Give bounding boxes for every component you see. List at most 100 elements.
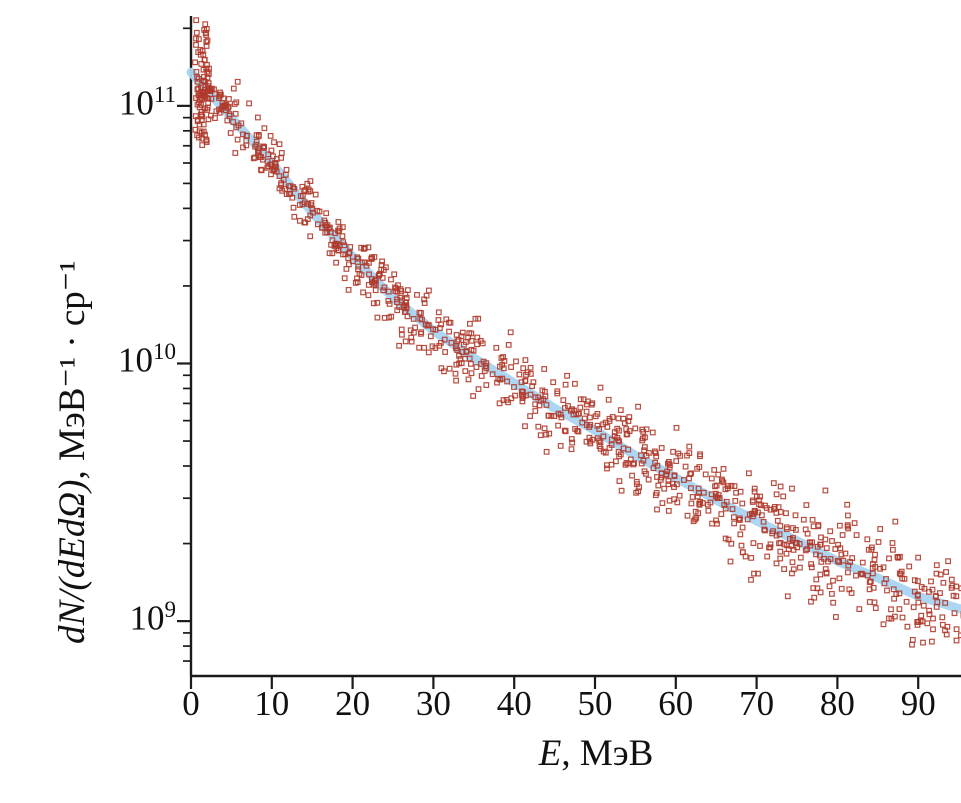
data-point (197, 92, 204, 99)
data-point (246, 100, 253, 107)
data-point (312, 191, 319, 198)
data-point (758, 512, 765, 519)
data-point (356, 270, 363, 277)
data-point (692, 516, 698, 523)
data-point (842, 550, 849, 557)
data-point (388, 276, 394, 283)
data-point (896, 606, 903, 612)
data-point (358, 244, 365, 251)
data-point (673, 481, 680, 488)
data-point (195, 85, 202, 92)
data-point (896, 570, 903, 577)
data-point (915, 599, 922, 606)
data-point (355, 255, 362, 262)
data-point (796, 540, 803, 547)
data-point (276, 141, 283, 148)
data-point (321, 217, 328, 224)
data-point (585, 398, 591, 405)
data-point (844, 512, 851, 519)
data-point (849, 555, 856, 561)
data-point (731, 520, 737, 527)
data-point (940, 579, 947, 586)
data-point (332, 230, 339, 237)
data-point (447, 319, 454, 326)
data-point (871, 557, 878, 563)
data-point (522, 357, 529, 363)
data-point (418, 310, 424, 316)
data-point (339, 224, 346, 231)
data-point (713, 517, 719, 524)
data-point (603, 462, 610, 469)
data-point (496, 400, 503, 407)
data-point (773, 532, 780, 539)
data-point (194, 132, 201, 139)
data-point (654, 506, 660, 513)
data-point (918, 612, 925, 619)
data-point (196, 36, 202, 42)
data-point (814, 585, 821, 592)
data-point (199, 96, 206, 103)
data-point (201, 73, 207, 80)
data-point (773, 560, 780, 567)
data-point (403, 294, 410, 301)
data-point (280, 176, 287, 183)
data-point (562, 428, 569, 435)
data-point (836, 575, 843, 582)
data-point (336, 225, 343, 232)
data-point (926, 607, 932, 614)
data-point (343, 266, 350, 272)
data-point (781, 566, 787, 572)
data-point (835, 541, 841, 548)
data-point (631, 460, 637, 467)
data-point (194, 78, 201, 85)
data-point (408, 334, 415, 341)
data-point (391, 271, 398, 278)
data-point (268, 147, 275, 154)
data-point (687, 471, 693, 477)
data-point (377, 270, 383, 277)
x-axis-title: E, МэВ (191, 732, 961, 775)
data-point (453, 377, 459, 384)
data-point (483, 382, 490, 388)
data-point (243, 132, 250, 139)
data-point (347, 244, 354, 250)
data-point (643, 452, 650, 459)
data-point (792, 512, 799, 519)
data-point (475, 386, 482, 392)
data-point (500, 354, 506, 360)
data-point (282, 186, 289, 192)
data-point (899, 614, 906, 621)
data-point (818, 534, 824, 541)
data-point (756, 501, 762, 508)
data-point (817, 589, 824, 596)
data-point (380, 287, 387, 294)
data-point (198, 111, 205, 118)
data-point (583, 408, 590, 415)
data-point (550, 379, 557, 386)
data-point (260, 156, 266, 163)
data-point (537, 432, 544, 439)
data-point (891, 613, 898, 620)
data-point (352, 280, 359, 286)
data-point (193, 35, 199, 42)
data-point (410, 316, 417, 322)
data-point (250, 155, 257, 162)
data-point (655, 482, 662, 489)
data-point (538, 397, 544, 404)
data-point (615, 437, 622, 444)
data-point (792, 540, 799, 546)
data-point (620, 445, 627, 452)
data-point (273, 168, 280, 175)
data-point (642, 434, 648, 441)
data-point (828, 590, 835, 597)
data-point (606, 418, 613, 424)
data-point (914, 578, 921, 585)
data-point (739, 549, 746, 556)
data-point (588, 401, 595, 408)
data-point (500, 397, 507, 403)
data-point (713, 482, 720, 489)
data-point (204, 107, 211, 113)
data-point (892, 518, 899, 525)
data-point (457, 356, 464, 362)
data-point (729, 506, 736, 512)
